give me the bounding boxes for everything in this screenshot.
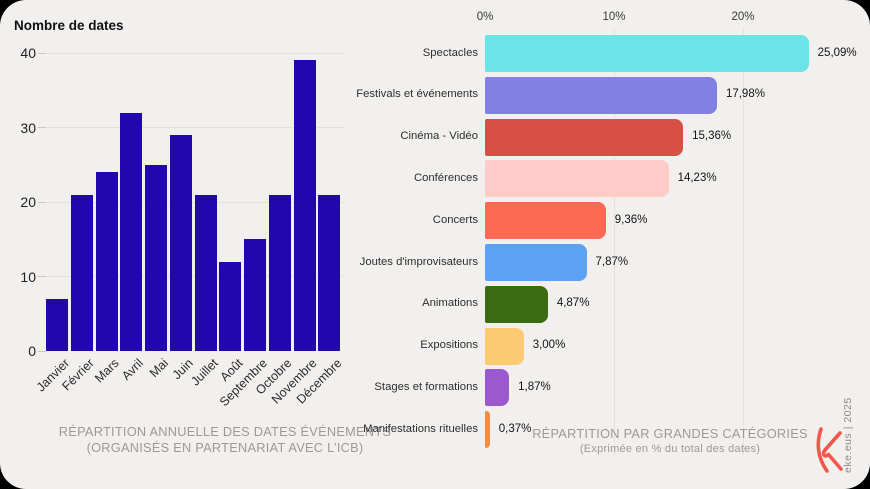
left-ytick-mark-40 xyxy=(38,52,46,54)
value-label-3: 14,23% xyxy=(677,171,717,184)
value-label-5: 7,87% xyxy=(595,255,629,268)
bar-Mars xyxy=(95,172,118,351)
left-ytick-label-30: 30 xyxy=(20,119,36,136)
category-label-1: Festivals et événements xyxy=(356,88,478,101)
right-xtick-label-10: 10% xyxy=(602,11,626,23)
bar-Juillet xyxy=(194,194,217,351)
hbar-6 xyxy=(485,285,548,323)
bar-Novembre xyxy=(293,60,316,351)
category-bar-chart: 0% 10% 20% Spectacles 25,09% Festivals et évé… xyxy=(356,11,857,455)
value-label-2: 15,36% xyxy=(692,130,732,143)
category-label-7: Expositions xyxy=(420,339,478,352)
category-label-9: Manifestations rituelles xyxy=(363,422,478,435)
left-caption-line1: RÉPARTITION ANNUELLE DES DATES ÉVÉNEMENT… xyxy=(58,424,392,439)
left-ytick-mark-20 xyxy=(38,201,46,203)
value-label-9: 0,37% xyxy=(498,422,532,435)
hbar-0 xyxy=(485,35,809,72)
value-label-4: 9,36% xyxy=(614,213,648,226)
left-gridline-30 xyxy=(46,127,345,128)
left-caption-line2: (ORGANISÉS EN PARTENARIAT AVEC L’ICB) xyxy=(86,439,364,455)
bar-Février xyxy=(70,194,93,351)
value-label-0: 25,09% xyxy=(817,46,857,59)
right-gridline-10 xyxy=(613,28,615,455)
left-ytick-mark-30 xyxy=(38,127,46,128)
left-ytick-label-40: 40 xyxy=(20,45,36,61)
right-caption-line2: (Exprimée en % du total des dates) xyxy=(579,442,761,455)
category-label-3: Conférences xyxy=(413,171,478,184)
bar-Décembre xyxy=(318,194,341,351)
hbar-7 xyxy=(485,327,524,365)
credit-vertical-text: eke.eus | 2025 xyxy=(842,397,854,473)
bar-Août xyxy=(219,261,242,351)
hbar-2 xyxy=(485,118,684,156)
category-label-2: Cinéma - Vidéo xyxy=(400,130,478,143)
left-chart-caption: RÉPARTITION ANNUELLE DES DATES ÉVÉNEMENT… xyxy=(40,424,410,455)
right-chart-caption: RÉPARTITION PAR GRANDES CATÉGORIES (Expr… xyxy=(520,426,820,456)
value-label-8: 1,87% xyxy=(518,380,551,393)
category-label-8: Stages et formations xyxy=(374,380,478,393)
monthly-bar-chart: 0 10 20 30 40 Janvier Février Mars Avril Mai Juin J… xyxy=(0,0,390,420)
hbar-4 xyxy=(485,202,606,240)
bar-Octobre xyxy=(268,194,291,351)
bar-Septembre xyxy=(244,239,266,351)
hbar-1 xyxy=(485,76,717,114)
left-ytick-label-0: 0 xyxy=(28,343,36,359)
bar-Avril xyxy=(120,112,143,351)
hbar-5 xyxy=(485,244,587,281)
hbar-3 xyxy=(485,160,669,198)
value-label-1: 17,98% xyxy=(725,88,765,101)
left-ytick-label-10: 10 xyxy=(20,268,36,285)
left-ytick-label-20: 20 xyxy=(20,194,36,210)
hbar-9 xyxy=(485,411,490,449)
category-label-6: Animations xyxy=(422,297,478,310)
category-label-4: Concerts xyxy=(432,213,478,226)
value-label-6: 4,87% xyxy=(556,297,590,310)
right-caption-line1: RÉPARTITION PAR GRANDES CATÉGORIES xyxy=(532,426,808,441)
value-label-7: 3,00% xyxy=(532,339,566,352)
left-gridline-40 xyxy=(46,52,345,54)
hbar-8 xyxy=(485,369,510,407)
right-xtick-label-20: 20% xyxy=(731,11,755,23)
left-chart-title: Nombre de dates xyxy=(14,18,124,33)
right-gridline-20 xyxy=(742,28,744,455)
right-xtick-label-0: 0% xyxy=(476,11,494,23)
bar-Janvier xyxy=(46,298,68,351)
bar-Mai xyxy=(145,164,167,351)
left-ytick-mark-10 xyxy=(38,276,46,277)
eke-k-logo-icon xyxy=(816,427,843,473)
left-ytick-mark-0 xyxy=(38,350,46,352)
category-label-5: Joutes d'improvisateurs xyxy=(359,255,478,268)
category-label-0: Spectacles xyxy=(422,46,478,59)
bar-Juin xyxy=(169,134,192,351)
